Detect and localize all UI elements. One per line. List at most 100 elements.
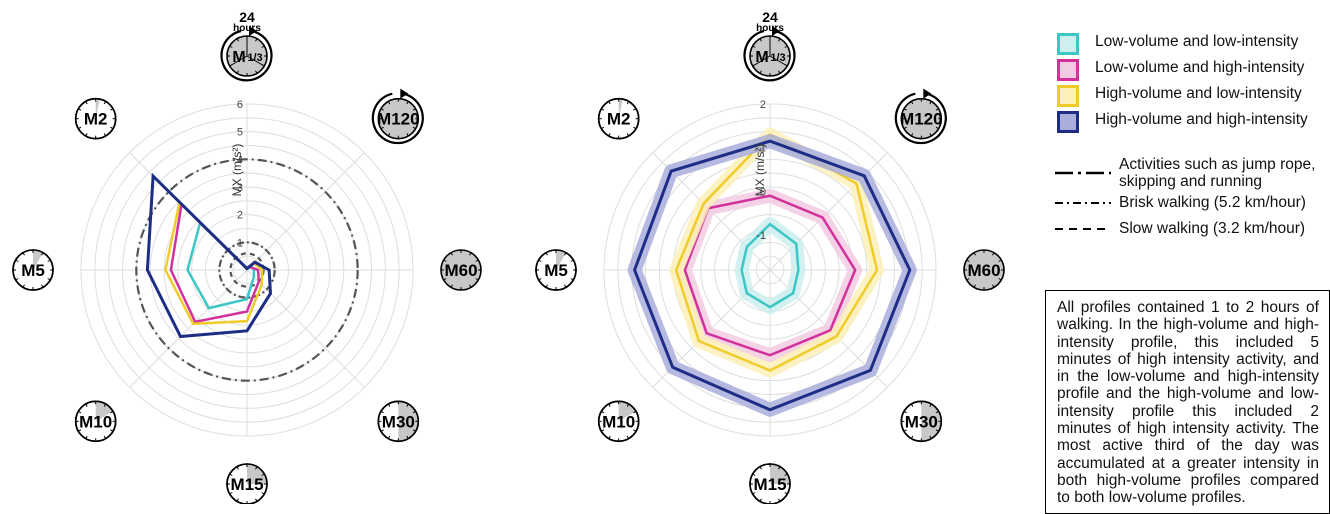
clock-tick [78,108,82,111]
clock-wedge [33,250,43,270]
clock-tick [380,126,384,130]
spoke-sublabel: 1/3 [247,52,262,64]
spoke-label: M60 [967,261,1000,280]
reference-circle [229,252,265,288]
series-line [740,222,800,309]
clock-tick [608,101,611,105]
tick-label: 4 [237,154,243,166]
legend-label: High-volume and low-intensity [1095,85,1302,102]
clock-tick [903,429,907,432]
clock-tick [110,108,114,111]
clock-icon: M30 [377,400,420,443]
clock-tick [910,133,914,137]
clock-wedge [398,401,419,442]
clock-tick [85,101,88,105]
clock-tick [633,429,637,432]
legend-swatch [1057,59,1079,81]
grid-spoke [129,269,248,388]
radar-right: -1 0 1 2 MX (m/s²) M60 M30 M15 M10 M5 M2 M 1/3 24hour… [535,9,1005,504]
clock-tick [784,45,788,48]
grid-spoke [246,269,365,388]
clock-icon: M60 [440,249,482,291]
clock-arrow-ring [371,92,424,145]
clock-tick [380,108,384,111]
clock-tick [229,492,233,495]
clock-tick [784,492,788,495]
clock-icon: M10 [597,400,640,443]
clock-tick [229,473,233,476]
reference-label: Brisk walking (5.2 km/hour) [1119,194,1306,211]
clock-tick [626,435,630,439]
clock-tick [633,410,637,414]
clock-tick [15,259,19,262]
clock-tick [626,101,630,105]
clock-tick [85,435,88,439]
clock-tick [387,435,391,439]
clock-tick [110,126,114,130]
clock-tick [103,403,107,407]
clock-tick [412,126,416,130]
clock-tick [406,435,409,439]
clock-tick [261,45,265,48]
clock-tick [570,278,574,281]
clock-icon: M30 [900,400,943,443]
tick-label: 2 [760,99,766,111]
legend-swatch [1057,111,1079,133]
clock-tick [929,101,932,105]
clock-tick [998,259,1002,262]
spoke-label: M [232,49,245,66]
clock-tick [78,429,82,432]
clock-wedge [921,401,942,442]
clock-tick [475,278,479,281]
clock-tick [966,259,970,262]
clock-tick [236,498,239,502]
clock-tick [41,252,44,256]
clock-icon: M10 [74,400,117,443]
series-line [145,172,273,339]
clock-arrow-ring [220,29,273,82]
reference-legend-item: Slow walking (3.2 km/hour) [1055,220,1325,240]
legend-swatch [1057,33,1079,55]
legend-item: High-volume and high-intensity [1055,108,1325,134]
spoke-label: M120 [900,110,943,129]
clock-tick [778,70,781,74]
clock-tick [255,38,258,42]
clock-tick [380,410,384,414]
clock-tick [47,259,51,262]
clock-tick [47,278,51,281]
clock-tick [380,429,384,432]
clock-tick [759,70,762,74]
spoke-label: M15 [753,475,786,494]
spoke-sublabel: 1/3 [770,52,785,64]
clock-tick [903,108,907,111]
clock-icon: M5 [12,249,54,291]
dash-long-line-icon [1055,171,1111,175]
clock-tick [929,403,932,407]
clock-tick [103,101,107,105]
clock-tick [608,435,611,439]
clock-icon: M60 [963,249,1005,291]
clock-tick [935,429,939,432]
clock-tick [601,126,605,130]
clock-tick [626,133,630,137]
legend-item: Low-volume and high-intensity [1055,56,1325,82]
tick-label: 0 [760,186,766,198]
profile-note: All profiles contained 1 to 2 hours of w… [1045,290,1330,514]
clock-tick [41,284,44,288]
clock-tick [255,498,258,502]
clock-top-subtext: hours [233,23,261,34]
clock-tick [236,70,239,74]
clock-arrow-ring [894,92,947,145]
clock-tick [608,133,611,137]
clock-tick [443,278,447,281]
clock-tick [601,108,605,111]
clock-tick [110,429,114,432]
clock-tick [903,126,907,130]
clock-tick [450,284,453,288]
clock-tick [626,403,630,407]
tick-label: 5 [237,127,243,139]
clock-tick [759,498,762,502]
